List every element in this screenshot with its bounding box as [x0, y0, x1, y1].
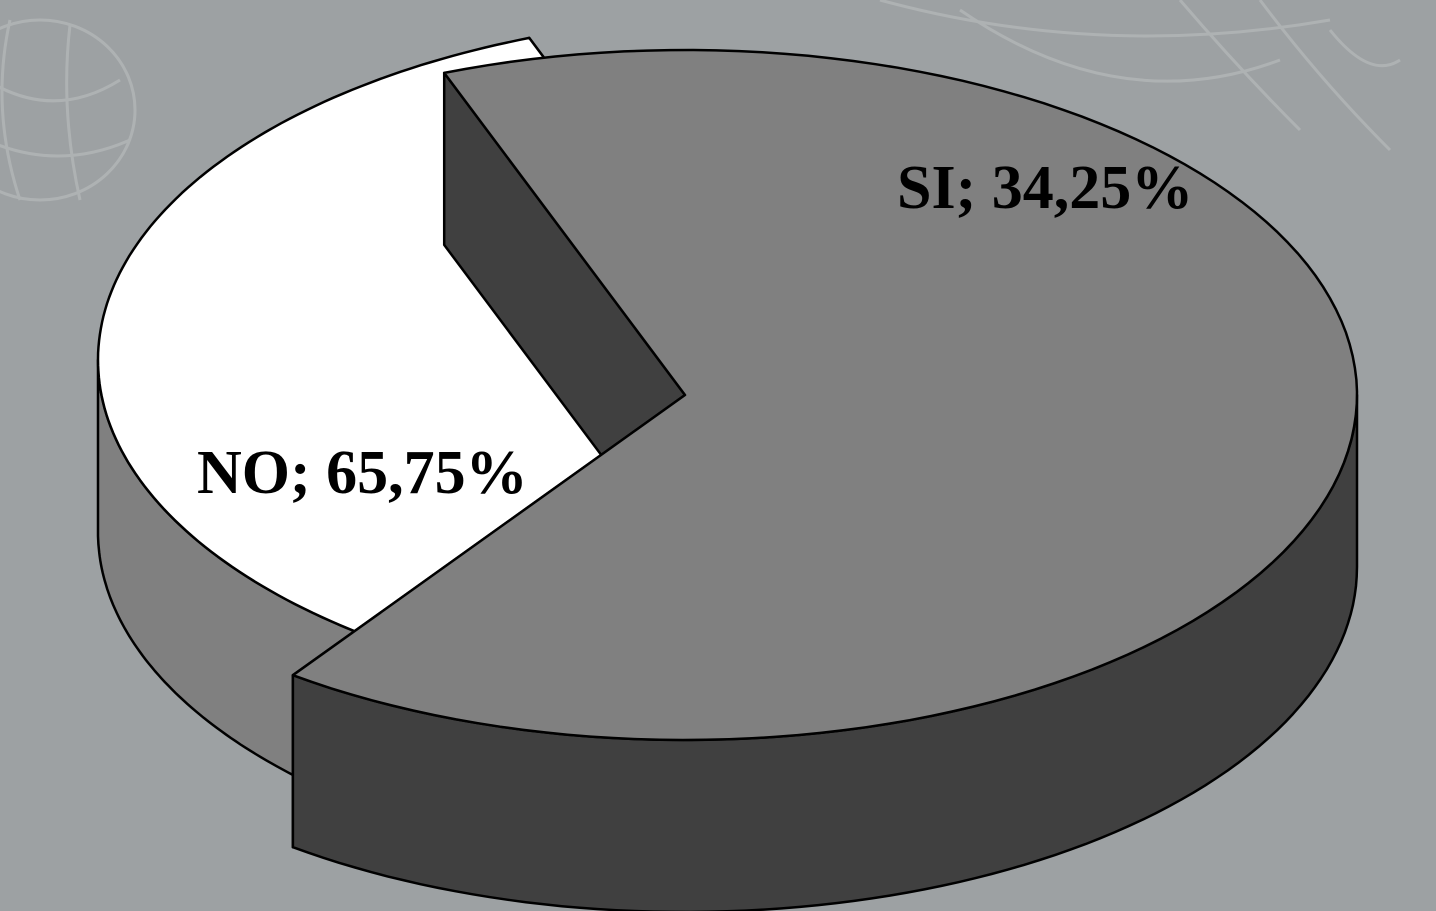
pie-data-labels: NO; 65,75% SI; 34,25% [197, 154, 1193, 507]
slice-no-top [291, 48, 1359, 742]
data-label-si: SI; 34,25% [897, 154, 1193, 222]
data-label-no: NO; 65,75% [197, 439, 528, 507]
pie-slices [96, 36, 1359, 911]
background-globe-pattern [0, 0, 1401, 202]
